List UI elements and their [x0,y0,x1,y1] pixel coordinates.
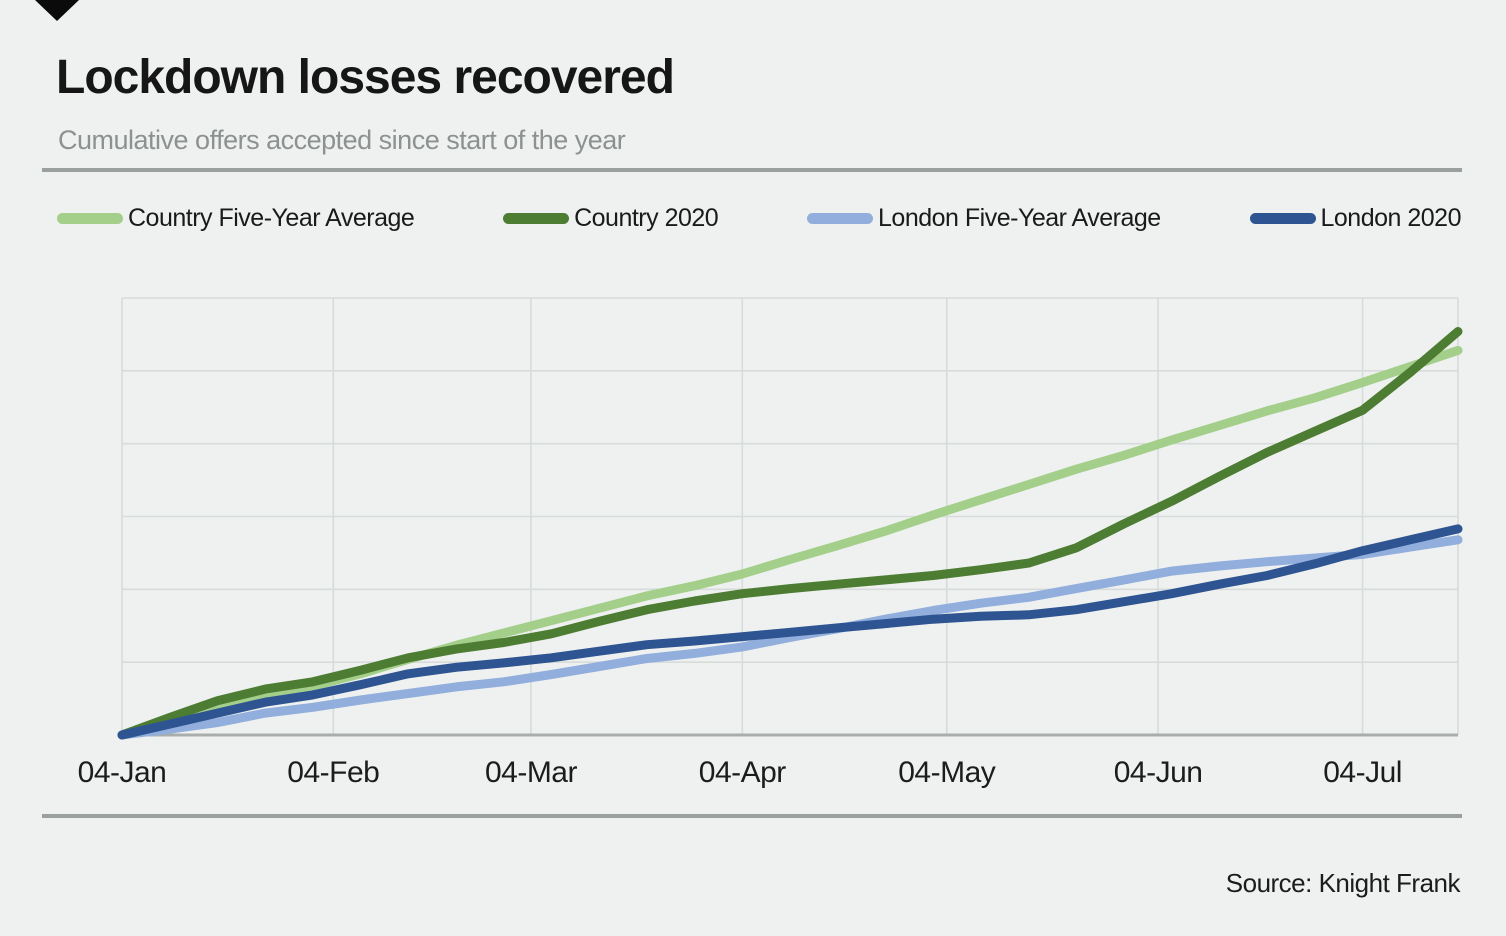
legend-item: London 2020 [1249,204,1462,233]
series-line-london-five-year-average [117,535,1463,740]
legend-swatch-icon [57,213,123,224]
chart-svg [117,297,1463,740]
chart-area [117,297,1463,740]
footer-divider [42,814,1462,818]
legend-label: Country 2020 [574,204,719,232]
page-subtitle: Cumulative offers accepted since start o… [58,125,626,155]
legend-swatch-icon [503,213,570,224]
legend-label: Country Five-Year Average [128,204,415,232]
x-axis: 04-Jan 04-Feb 04-Mar 04-Apr 04-May 04-Jun 04-J… [0,756,1506,798]
chart-legend: Country Five-Year Average Country 2020 Lon… [57,204,1461,233]
legend-item: London Five-Year Average [807,204,1161,233]
down-triangle-icon [35,0,79,21]
page-title: Lockdown losses recovered [56,51,675,104]
header-divider [42,168,1462,172]
source-label: Source: Knight Frank [1225,868,1461,898]
x-axis-label: 04-Feb [287,756,380,789]
legend-item: Country 2020 [503,204,719,233]
x-axis-label: 04-Apr [698,756,787,789]
x-axis-label: 04-May [898,756,996,789]
legend-label: London 2020 [1320,204,1462,232]
series-line-london-2020 [117,524,1463,740]
legend-label: London Five-Year Average [878,204,1161,232]
x-axis-label: 04-Jan [77,756,167,789]
series-line-country-2020 [117,327,1463,740]
x-axis-label: 04-Mar [484,756,578,789]
x-axis-label: 04-Jun [1113,756,1203,789]
x-axis-label: 04-Jul [1323,756,1402,789]
legend-swatch-icon [1249,213,1316,224]
legend-item: Country Five-Year Average [57,204,415,233]
legend-swatch-icon [807,213,874,224]
